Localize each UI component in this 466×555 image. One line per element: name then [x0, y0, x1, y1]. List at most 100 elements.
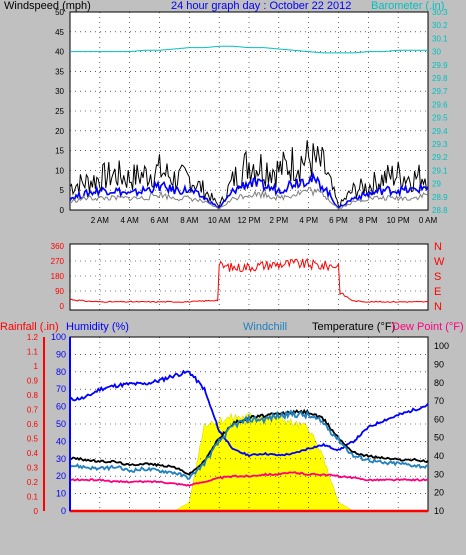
- wind-series-line: [70, 45, 428, 54]
- direction-tick-label: 0: [60, 302, 65, 311]
- windspeed-tick-label: 50: [55, 8, 64, 17]
- temperature-tick-label: 30: [434, 469, 444, 479]
- temperature-tick-label: 90: [434, 359, 444, 369]
- direction-tick-label: 90: [55, 287, 64, 296]
- humidity-tick-label: 40: [56, 436, 66, 446]
- temperature-tick-label: 70: [434, 396, 444, 406]
- dewpoint-legend: Dew Point (°F): [392, 321, 464, 333]
- windspeed-tick-label: 30: [55, 87, 64, 96]
- windspeed-axis-label: Windspeed (mph): [4, 0, 91, 12]
- compass-tick-label: W: [434, 256, 445, 268]
- barometer-tick-label: 29.3: [432, 140, 448, 149]
- rainfall-tick-label: 0.2: [27, 478, 39, 487]
- compass-tick-label: E: [434, 286, 441, 298]
- rainfall-tick-label: 0.7: [27, 406, 39, 415]
- direction-tick-label: 180: [51, 272, 65, 281]
- time-tick-label: 2 PM: [269, 216, 288, 225]
- time-tick-label: 8 AM: [180, 216, 199, 225]
- barometer-tick-label: 29.1: [432, 166, 448, 175]
- rainfall-tick-label: 1: [34, 362, 39, 371]
- temperature-legend: Temperature (°F): [312, 321, 395, 333]
- rainfall-tick-label: 0.6: [27, 420, 39, 429]
- humidity-tick-label: 50: [56, 419, 66, 429]
- temperature-tick-label: 10: [434, 506, 444, 516]
- windspeed-tick-label: 35: [55, 67, 64, 76]
- windspeed-tick-label: 25: [55, 107, 64, 116]
- temperature-tick-label: 50: [434, 433, 444, 443]
- temperature-tick-label: 100: [434, 341, 449, 351]
- time-tick-label: 4 AM: [121, 216, 140, 225]
- time-tick-label: 4 PM: [299, 216, 318, 225]
- barometer-tick-label: 29.8: [432, 74, 448, 83]
- direction-tick-label: 360: [51, 242, 65, 251]
- barometer-tick-label: 29.5: [432, 114, 448, 123]
- time-tick-label: 6 PM: [329, 216, 348, 225]
- windspeed-tick-label: 0: [60, 206, 65, 215]
- barometer-tick-label: 29: [432, 180, 441, 189]
- wind-axis-ticks: 0 5 10 15 20 25 30 35 40 45 50 28.8 28.9 29 29.1 29.2 29…: [55, 8, 448, 225]
- humidity-legend: Humidity (%): [66, 321, 129, 333]
- temperature-tick-label: 40: [434, 451, 444, 461]
- barometer-tick-label: 28.8: [432, 206, 448, 215]
- windspeed-tick-label: 20: [55, 127, 64, 136]
- windspeed-tick-label: 5: [60, 186, 65, 195]
- climate-axis-ticks: 0 10 20 30 40 50 60 70 80 90 100 0 0.1 0.2 0.3 0.4 0.5 0.…: [27, 332, 449, 516]
- barometer-tick-label: 30: [432, 48, 441, 57]
- barometer-tick-label: 29.9: [432, 61, 448, 70]
- rainfall-tick-label: 1.1: [27, 348, 39, 357]
- windchill-legend: Windchill: [243, 321, 287, 333]
- barometer-tick-label: 29.6: [432, 100, 448, 109]
- windspeed-tick-label: 45: [55, 28, 64, 37]
- wind-series-line: [69, 140, 429, 209]
- humidity-tick-label: 20: [56, 471, 66, 481]
- time-tick-label: 8 PM: [359, 216, 378, 225]
- climate-series-line: [69, 409, 429, 480]
- windspeed-tick-label: 10: [55, 166, 64, 175]
- compass-tick-label: S: [434, 271, 441, 283]
- barometer-tick-label: 29.2: [432, 153, 448, 162]
- rainfall-tick-label: 1.2: [27, 333, 39, 342]
- barometer-axis-label: Barometer (.in): [371, 0, 444, 12]
- windspeed-tick-label: 15: [55, 147, 64, 156]
- barometer-tick-label: 28.9: [432, 193, 448, 202]
- direction-tick-label: 270: [51, 257, 65, 266]
- time-tick-label: 12 PM: [237, 216, 260, 225]
- direction-grid: [70, 244, 428, 310]
- humidity-tick-label: 90: [56, 349, 66, 359]
- humidity-tick-label: 70: [56, 384, 66, 394]
- temperature-tick-label: 60: [434, 414, 444, 424]
- humidity-tick-label: 100: [51, 332, 66, 342]
- rainfall-tick-label: 0.3: [27, 464, 39, 473]
- direction-series: [69, 257, 429, 303]
- time-tick-label: 0 AM: [419, 216, 438, 225]
- barometer-tick-label: 30.3: [432, 8, 448, 17]
- barometer-tick-label: 29.7: [432, 87, 448, 96]
- wind-series: [69, 45, 429, 211]
- barometer-tick-label: 30.2: [432, 21, 448, 30]
- windspeed-tick-label: 40: [55, 48, 64, 57]
- rainfall-tick-label: 0: [34, 507, 39, 516]
- humidity-tick-label: 30: [56, 454, 66, 464]
- humidity-tick-label: 10: [56, 489, 66, 499]
- time-tick-label: 2 AM: [91, 216, 110, 225]
- compass-tick-label: N: [434, 301, 442, 313]
- temperature-tick-label: 20: [434, 488, 444, 498]
- time-tick-label: 6 AM: [150, 216, 169, 225]
- time-tick-label: 10 AM: [208, 216, 231, 225]
- barometer-tick-label: 30.1: [432, 34, 448, 43]
- humidity-tick-label: 80: [56, 367, 66, 377]
- chart-title: 24 hour graph day : October 22 2012: [171, 0, 351, 12]
- climate-series: [69, 369, 429, 513]
- wind-series-line: [69, 171, 429, 210]
- humidity-tick-label: 0: [61, 506, 66, 516]
- temperature-tick-label: 80: [434, 378, 444, 388]
- time-tick-label: 10 PM: [387, 216, 410, 225]
- rainfall-tick-label: 0.8: [27, 391, 39, 400]
- rainfall-tick-label: 0.9: [27, 377, 39, 386]
- humidity-tick-label: 60: [56, 402, 66, 412]
- rainfall-tick-label: 0.5: [27, 435, 39, 444]
- compass-tick-label: N: [434, 241, 442, 253]
